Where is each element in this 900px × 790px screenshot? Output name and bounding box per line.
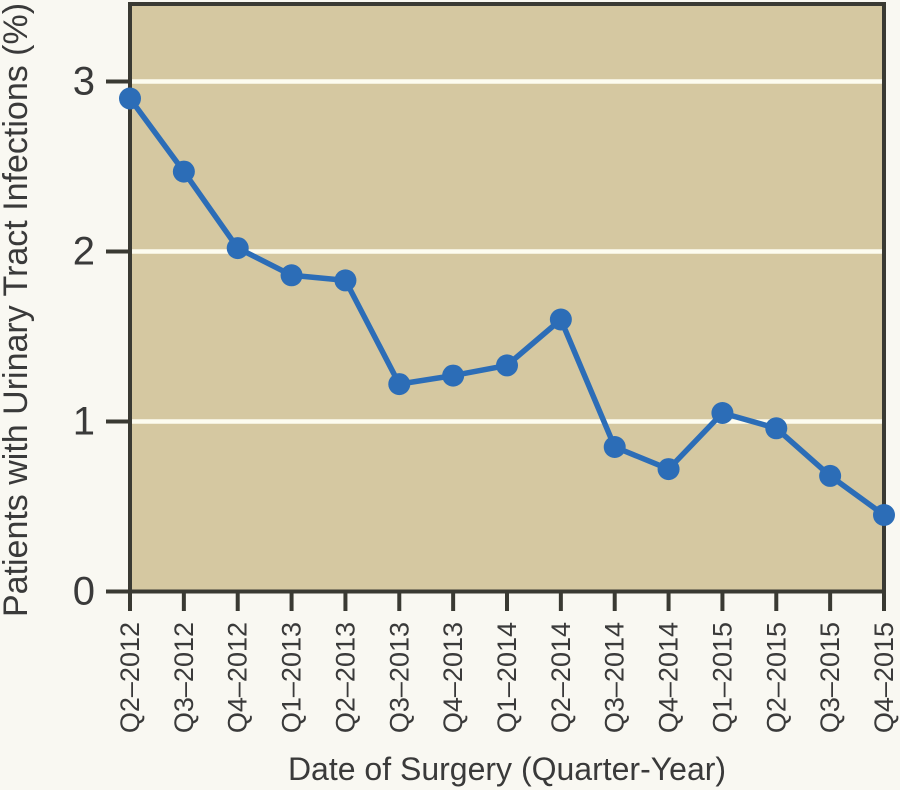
x-tick-label: Q1–2015	[707, 622, 737, 733]
data-point	[334, 269, 357, 292]
y-tick-label: 2	[73, 230, 95, 274]
data-point	[657, 458, 680, 481]
data-point	[711, 402, 734, 424]
plot-area	[130, 4, 884, 592]
y-axis-title: Patients with Urinary Tract Infections (…	[0, 3, 35, 617]
x-axis-title: Date of Surgery (Quarter-Year)	[288, 751, 726, 787]
x-tick-label: Q2–2015	[761, 622, 791, 733]
y-tick-label: 1	[73, 400, 95, 444]
data-point	[603, 436, 626, 458]
data-point	[549, 308, 572, 331]
x-tick-label: Q2–2014	[546, 622, 576, 733]
x-tick-label: Q3–2013	[384, 622, 414, 733]
data-point	[873, 504, 895, 526]
x-tick-label: Q1–2013	[277, 622, 307, 733]
data-point	[119, 87, 141, 110]
data-point	[226, 237, 249, 260]
data-point	[280, 264, 303, 287]
data-point	[388, 373, 411, 396]
x-tick-label: Q3–2015	[815, 622, 845, 733]
data-point	[442, 364, 465, 387]
x-tick-label: Q4–2013	[438, 622, 468, 733]
data-point	[496, 354, 518, 377]
data-point	[819, 464, 842, 487]
x-tick-label: Q1–2014	[492, 622, 522, 733]
x-tick-label: Q3–2012	[169, 622, 199, 733]
x-tick-label: Q4–2015	[869, 622, 899, 733]
x-tick-label: Q2–2013	[330, 622, 360, 733]
x-tick-label: Q3–2014	[600, 622, 630, 733]
data-point	[765, 417, 788, 440]
y-tick-label: 0	[73, 570, 95, 614]
x-tick-label: Q2–2012	[115, 622, 145, 733]
x-tick-label: Q4–2012	[223, 622, 253, 733]
y-tick-label: 3	[73, 60, 95, 104]
data-point	[172, 160, 195, 183]
plot-border	[128, 2, 886, 594]
x-tick-label: Q4–2014	[654, 622, 684, 733]
